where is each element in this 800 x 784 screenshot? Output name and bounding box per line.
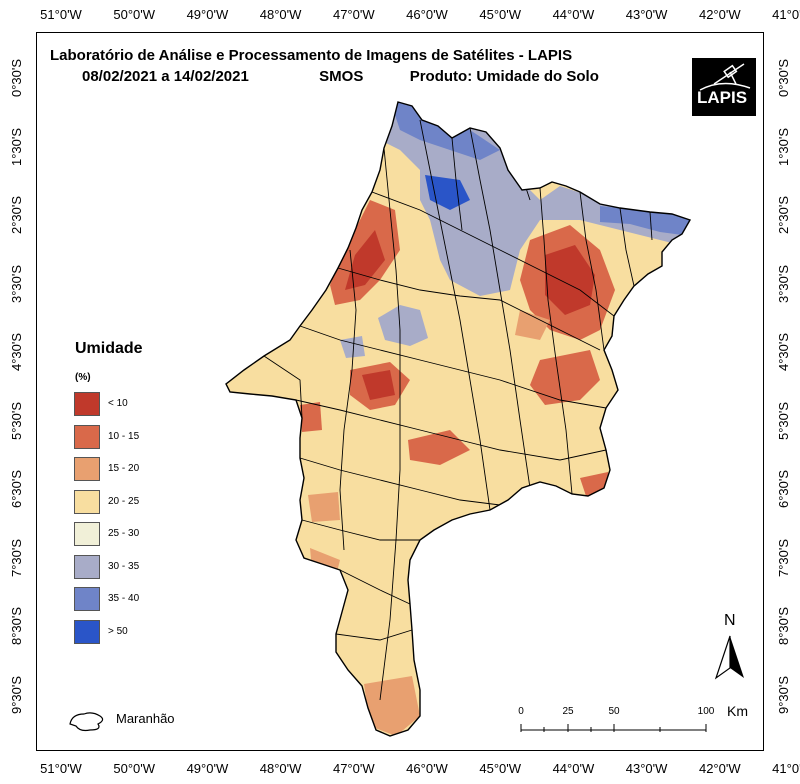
scale-label-25: 25 (562, 706, 574, 717)
logo-text: LAPIS (697, 88, 748, 107)
longitude-tick-top: 47°0'W (332, 7, 375, 22)
scale-label-100: 100 (697, 706, 715, 717)
scale-bar-graphic (520, 724, 707, 732)
longitude-tick-top: 50°0'W (113, 7, 156, 22)
longitude-tick-top: 45°0'W (479, 7, 522, 22)
longitude-tick-bottom: 50°0'W (113, 761, 156, 776)
longitude-tick-bottom: 47°0'W (332, 761, 375, 776)
state-legend: Maranhão (66, 708, 175, 739)
scale-label-0: 0 (518, 706, 524, 717)
north-arrow: N (712, 612, 748, 682)
scale-unit: Km (727, 703, 748, 719)
longitude-tick-top: 43°0'W (625, 7, 668, 22)
legend-label: 35 - 40 (108, 593, 140, 604)
legend-label: 20 - 25 (108, 495, 140, 507)
longitude-tick-top: 41°0'W (772, 7, 800, 22)
longitude-tick-bottom: 45°0'W (479, 761, 522, 776)
legend-label: < 10 (108, 398, 128, 409)
longitude-tick-top: 48°0'W (259, 7, 302, 22)
legend-swatch (74, 457, 100, 481)
legend-unit: (%) (75, 372, 91, 383)
legend-label: > 50 (108, 625, 128, 637)
legend-label: 25 - 30 (108, 528, 140, 539)
legend-swatch (74, 522, 100, 546)
legend-swatch (74, 424, 100, 449)
scale-label-50: 50 (608, 706, 620, 717)
longitude-tick-bottom: 41°0'W (772, 761, 800, 776)
legend-label: 10 - 15 (108, 430, 140, 442)
state-outline-icon (69, 712, 104, 732)
lapis-logo: LAPIS (692, 58, 756, 116)
state-legend-label: Maranhão (116, 711, 175, 726)
legend-label: 15 - 20 (108, 463, 140, 474)
sensor-label: SMOS (319, 68, 364, 85)
legend-title: Umidade (75, 340, 143, 357)
legend-swatch (74, 489, 100, 514)
legend-swatch (74, 392, 100, 416)
period-label: 08/02/2021 a 14/02/2021 (82, 68, 249, 85)
longitude-tick-bottom: 51°0'W (40, 761, 82, 776)
longitude-tick-bottom: 42°0'W (698, 761, 741, 776)
legend-swatch (74, 587, 100, 611)
legend-swatch (74, 619, 100, 644)
longitude-tick-bottom: 49°0'W (186, 761, 229, 776)
satellite-icon (699, 63, 751, 91)
legend-swatch (74, 554, 100, 579)
scale-bar: 0 25 50 100 Km (515, 700, 755, 740)
map-frame (36, 32, 764, 751)
longitude-tick-top: 42°0'W (698, 7, 741, 22)
map-title: Laboratório de Análise e Processamento d… (50, 47, 573, 64)
longitude-tick-top: 49°0'W (186, 7, 229, 22)
map-subtitle: 08/02/2021 a 14/02/2021 SMOS Produto: Um… (82, 68, 599, 85)
longitude-tick-top: 46°0'W (406, 7, 448, 22)
north-arrow-icon (714, 635, 744, 680)
north-label: N (724, 612, 736, 629)
longitude-tick-bottom: 48°0'W (259, 761, 302, 776)
longitude-tick-bottom: 46°0'W (406, 761, 448, 776)
longitude-tick-top: 44°0'W (552, 7, 595, 22)
longitude-tick-top: 51°0'W (40, 7, 82, 22)
longitude-tick-bottom: 43°0'W (625, 761, 668, 776)
longitude-tick-bottom: 44°0'W (552, 761, 595, 776)
legend-label: 30 - 35 (108, 560, 140, 572)
product-label: Produto: Umidade do Solo (409, 68, 599, 85)
